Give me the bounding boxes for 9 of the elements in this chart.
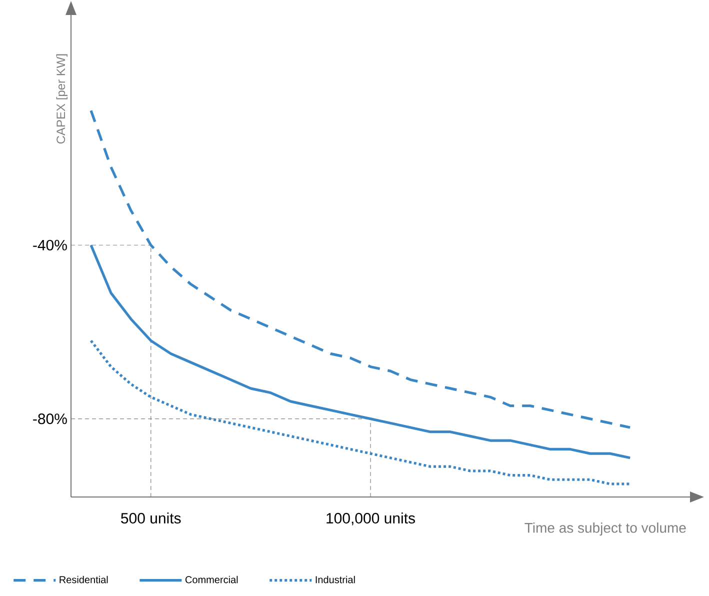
x-axis-title: Time as subject to volume bbox=[524, 522, 686, 536]
y-axis-title: CAPEX [per KW] bbox=[56, 54, 68, 144]
x-tick-label: 500 units bbox=[121, 512, 181, 524]
legend-label: Industrial bbox=[316, 576, 355, 584]
legend-label: Residential bbox=[60, 576, 108, 584]
y-tick-label: -80% bbox=[33, 414, 67, 424]
legend-label: Commercial bbox=[185, 576, 238, 584]
x-tick-label: 100,000 units bbox=[326, 512, 415, 526]
y-tick-label: -40% bbox=[33, 240, 67, 250]
